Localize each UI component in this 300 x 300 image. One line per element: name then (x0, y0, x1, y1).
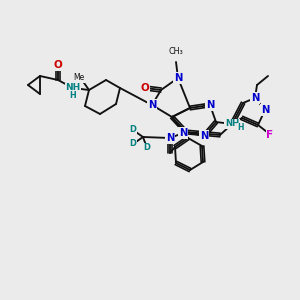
Text: O: O (54, 60, 62, 70)
Text: D: D (130, 125, 136, 134)
Text: N: N (251, 93, 259, 103)
Text: N: N (174, 73, 182, 83)
Text: N: N (148, 100, 156, 110)
Text: N: N (261, 105, 269, 115)
Text: H: H (70, 92, 76, 100)
Text: NH: NH (225, 119, 239, 128)
Text: D: D (130, 140, 136, 148)
Text: CH₃: CH₃ (169, 47, 183, 56)
Text: D: D (143, 143, 151, 152)
Text: N: N (200, 131, 208, 141)
Text: N: N (179, 128, 187, 138)
Text: N: N (206, 100, 214, 110)
Text: O: O (141, 83, 149, 93)
Text: Me: Me (74, 74, 85, 82)
Text: F: F (266, 130, 274, 140)
Text: NH: NH (65, 83, 81, 92)
Text: N: N (166, 133, 174, 143)
Text: H: H (238, 124, 244, 133)
